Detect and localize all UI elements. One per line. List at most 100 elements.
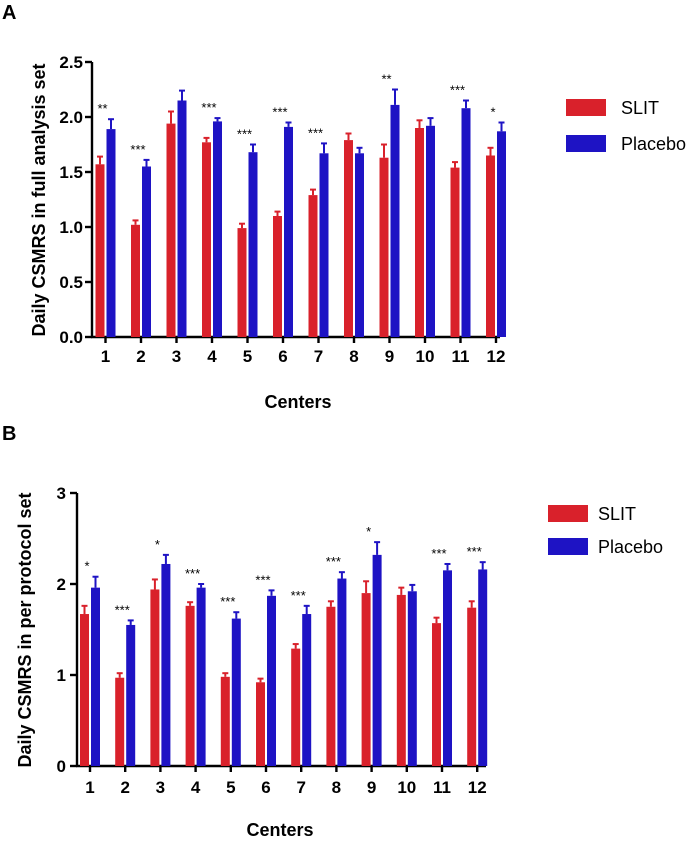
bar-slit-11 — [450, 167, 460, 337]
panel-b: B Daily CSMRS in per protocol set Center… — [2, 423, 663, 840]
bar-slit-8 — [344, 140, 353, 337]
x-tick-label: 12 — [487, 347, 506, 366]
bar-placebo-5 — [231, 618, 241, 766]
bar-slit-9 — [361, 593, 371, 766]
bar-placebo-7 — [319, 153, 329, 337]
y-tick-label: 1.5 — [59, 163, 83, 182]
x-tick-label: 1 — [101, 347, 110, 366]
bar-slit-7 — [308, 195, 318, 337]
panel-b-letter: B — [2, 423, 16, 445]
y-tick-label: 3 — [57, 484, 66, 503]
bar-placebo-12 — [478, 569, 488, 766]
bar-slit-9 — [379, 157, 389, 337]
bar-slit-3 — [150, 589, 160, 766]
bar-slit-10 — [415, 128, 424, 337]
bar-placebo-3 — [161, 563, 171, 766]
bar-placebo-11 — [443, 570, 452, 766]
bar-slit-3 — [166, 123, 176, 337]
panel-a-legend: SLIT Placebo — [566, 98, 686, 154]
x-tick-label: 7 — [314, 347, 323, 366]
bar-placebo-1 — [106, 129, 116, 337]
x-tick-label: 5 — [243, 347, 252, 366]
y-tick-label: 0.5 — [59, 273, 83, 292]
bar-slit-6 — [256, 682, 265, 766]
bar-slit-2 — [131, 224, 140, 337]
bar-placebo-6 — [284, 126, 293, 338]
y-tick-label: 2.5 — [59, 53, 83, 72]
panel-b-xlabel: Centers — [246, 820, 313, 840]
significance-label: *** — [201, 100, 216, 115]
legend-label-placebo: Placebo — [598, 537, 663, 557]
x-tick-label: 6 — [261, 778, 270, 797]
bar-slit-7 — [291, 648, 301, 766]
legend-swatch-slit — [548, 505, 588, 522]
x-tick-label: 11 — [433, 778, 451, 797]
bar-slit-6 — [273, 216, 282, 337]
y-tick-label: 1.0 — [59, 218, 83, 237]
x-tick-label: 2 — [136, 347, 145, 366]
legend-swatch-placebo — [548, 538, 588, 555]
panel-a-ylabel: Daily CSMRS in full analysis set — [29, 63, 49, 336]
y-tick-label: 2.0 — [59, 108, 83, 127]
bar-placebo-6 — [267, 595, 276, 766]
x-tick-label: 10 — [397, 778, 416, 797]
bar-placebo-4 — [196, 587, 206, 766]
bar-placebo-2 — [126, 624, 136, 766]
legend-label-slit: SLIT — [621, 98, 659, 118]
bar-placebo-10 — [426, 125, 435, 337]
legend-swatch-slit — [566, 99, 606, 116]
bar-placebo-3 — [177, 100, 187, 337]
bar-slit-5 — [237, 228, 247, 337]
significance-label: *** — [431, 546, 446, 561]
bar-slit-10 — [396, 594, 406, 766]
x-tick-label: 7 — [296, 778, 305, 797]
x-tick-label: 9 — [367, 778, 376, 797]
significance-label: ** — [97, 101, 107, 116]
bar-placebo-2 — [142, 166, 151, 337]
bar-slit-5 — [220, 676, 230, 766]
bar-placebo-10 — [407, 591, 417, 766]
legend-swatch-placebo — [566, 135, 606, 152]
bar-slit-8 — [326, 606, 336, 766]
x-tick-label: 11 — [452, 347, 470, 366]
bar-placebo-11 — [461, 108, 471, 337]
x-tick-label: 10 — [416, 347, 435, 366]
significance-label: * — [366, 524, 371, 539]
significance-label: * — [155, 537, 160, 552]
y-tick-label: 1 — [57, 666, 66, 685]
significance-label: *** — [291, 588, 306, 603]
bar-placebo-9 — [372, 554, 382, 766]
legend-label-placebo: Placebo — [621, 134, 686, 154]
x-tick-label: 1 — [85, 778, 94, 797]
significance-label: ** — [381, 72, 391, 87]
y-tick-label: 0.0 — [59, 328, 83, 347]
significance-label: * — [490, 105, 495, 120]
significance-label: *** — [308, 125, 323, 140]
bar-slit-4 — [185, 605, 195, 766]
x-tick-label: 4 — [191, 778, 201, 797]
bar-placebo-9 — [390, 104, 400, 338]
bar-placebo-4 — [213, 121, 222, 338]
x-tick-label: 3 — [172, 347, 181, 366]
y-tick-label: 2 — [57, 575, 66, 594]
bar-placebo-1 — [91, 587, 100, 766]
bar-placebo-5 — [248, 152, 258, 337]
x-tick-label: 9 — [385, 347, 394, 366]
significance-label: *** — [272, 105, 287, 120]
bar-placebo-12 — [497, 131, 506, 337]
significance-label: *** — [326, 554, 341, 569]
bar-slit-4 — [202, 142, 211, 337]
significance-label: *** — [115, 602, 130, 617]
panel-a-xlabel: Centers — [264, 392, 331, 412]
panel-b-legend: SLIT Placebo — [548, 504, 663, 557]
panel-a-marks: 0.00.51.01.52.02.51**2***3 4***5***6***7*… — [59, 53, 506, 366]
significance-label: *** — [185, 566, 200, 581]
significance-label: *** — [130, 142, 145, 157]
significance-label: *** — [450, 83, 465, 98]
bar-slit-2 — [115, 677, 125, 766]
panel-b-ylabel: Daily CSMRS in per protocol set — [15, 492, 35, 767]
x-tick-label: 8 — [332, 778, 341, 797]
x-tick-label: 8 — [349, 347, 358, 366]
